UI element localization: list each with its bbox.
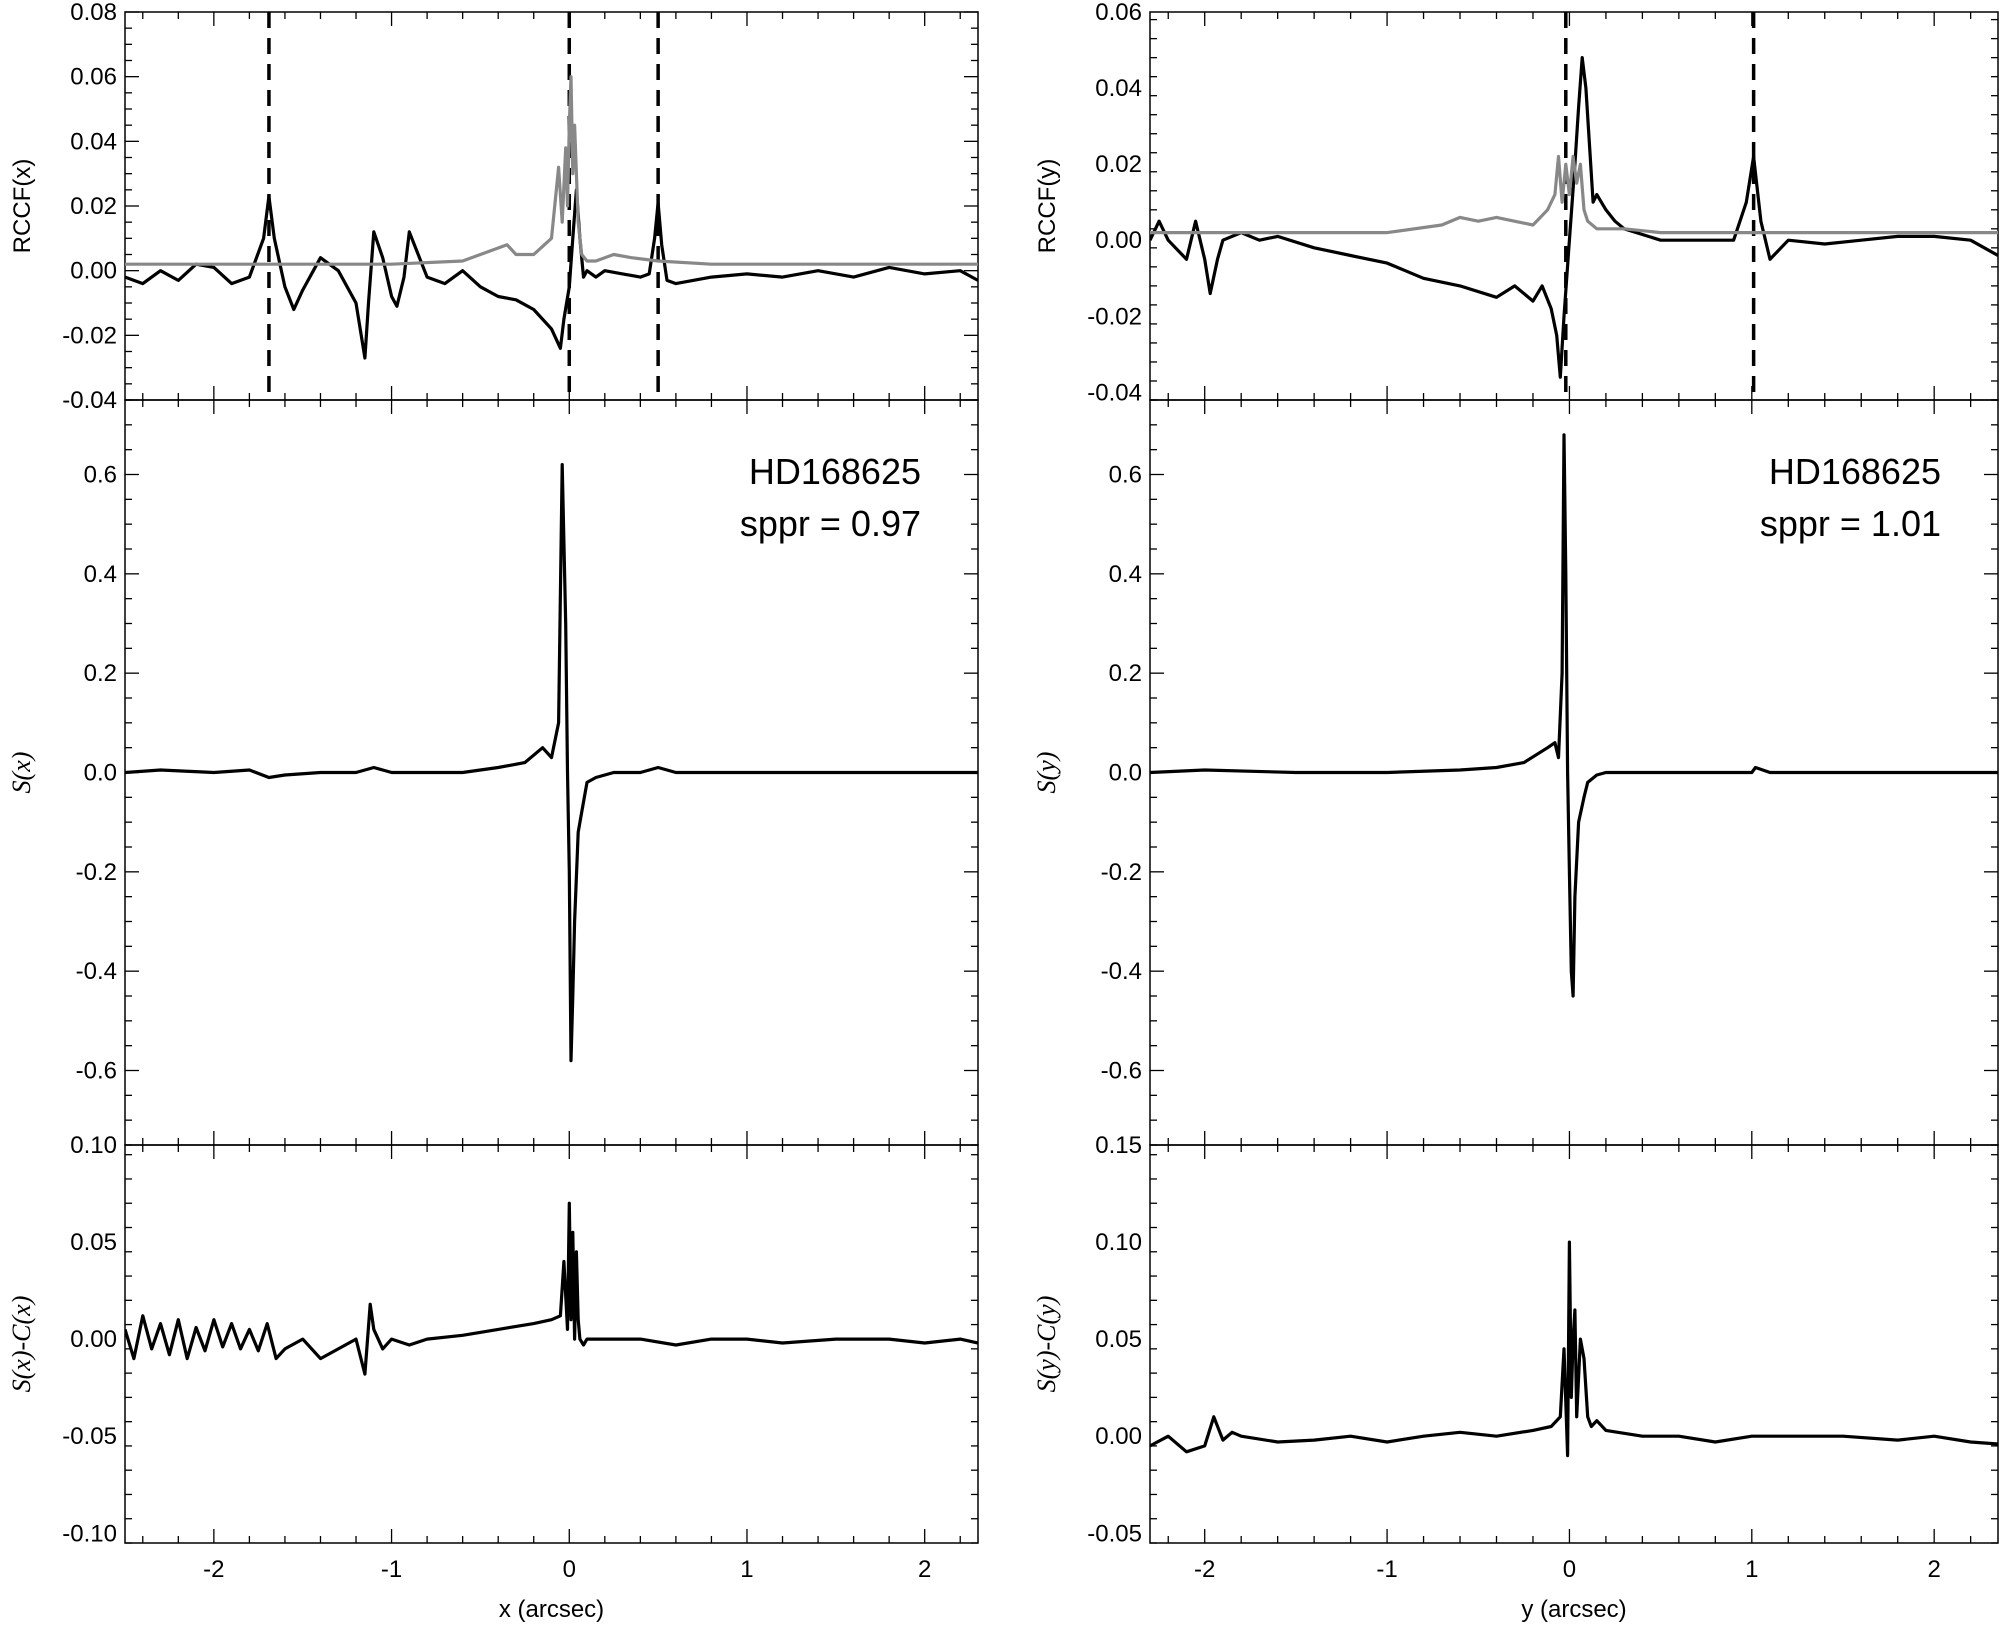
y-tick-label: -0.02 xyxy=(1087,303,1142,330)
y-tick-label: 0.02 xyxy=(1095,151,1142,178)
annotation-0: HD168625 xyxy=(1769,451,1941,492)
plot-frame xyxy=(124,1144,979,1544)
y-axis-label: S(y)-C(y) xyxy=(1032,1296,1061,1393)
series-line-0 xyxy=(125,1201,978,1376)
y-tick-label: -0.02 xyxy=(62,322,117,349)
y-tick-label: 0.05 xyxy=(70,1229,117,1256)
y-tick-label: 0.15 xyxy=(1095,1132,1142,1159)
x-tick-label: 2 xyxy=(1927,1556,1940,1583)
panel-middle-right: -0.6 -0.4 -0.2 0.0 0.2 0.4 0.6 S(y) HD168625 sppr… xyxy=(1032,399,1999,1146)
y-tick-label: 0.2 xyxy=(84,660,117,687)
y-tick-label: 0.4 xyxy=(84,561,117,588)
y-tick-label: -0.04 xyxy=(1087,379,1142,406)
panel-top-left: -0.04 -0.02 0.00 0.02 0.04 0.06 0.08 RCCF(x) xyxy=(9,0,979,414)
series-line-0 xyxy=(1150,433,1998,998)
x-tick-label: 1 xyxy=(740,1556,753,1583)
y-tick-label: -0.05 xyxy=(1087,1520,1142,1547)
y-tick-label: -0.10 xyxy=(62,1520,117,1547)
y-tick-label: 0.4 xyxy=(1109,561,1142,588)
series-line-1 xyxy=(125,75,978,266)
annotation-1: sppr = 0.97 xyxy=(740,503,921,544)
y-tick-label: -0.4 xyxy=(1101,958,1142,985)
y-tick-label: 0.6 xyxy=(84,462,117,489)
annotation-0: HD168625 xyxy=(749,451,921,492)
y-tick-label: 0.2 xyxy=(1109,660,1142,687)
series-line-0 xyxy=(125,463,978,1063)
y-tick-label: 0.0 xyxy=(1109,760,1142,787)
plot-frame xyxy=(124,11,979,401)
y-tick-label: 0.02 xyxy=(70,193,117,220)
y-tick-label: 0.06 xyxy=(70,64,117,91)
x-tick-label: -2 xyxy=(1194,1556,1215,1583)
y-tick-label: 0.04 xyxy=(1095,75,1142,102)
y-tick-label: 0.08 xyxy=(70,0,117,26)
x-tick-label: -2 xyxy=(203,1556,224,1583)
y-tick-label: 0.04 xyxy=(70,128,117,155)
y-tick-label: 0.00 xyxy=(70,258,117,285)
plot-frame xyxy=(1149,11,1999,401)
y-tick-label: 0.05 xyxy=(1095,1326,1142,1353)
y-tick-label: 0.06 xyxy=(1095,0,1142,26)
x-tick-label: -1 xyxy=(1376,1556,1397,1583)
plot-frame xyxy=(1149,1144,1999,1544)
panel-bottom-left: -0.10 -0.05 0.00 0.05 0.10 -2 -1 0 1 2 S(x)-C(x) x … xyxy=(7,1132,979,1623)
y-tick-label: -0.6 xyxy=(76,1058,117,1085)
x-axis-label: y (arcsec) xyxy=(1521,1596,1626,1623)
x-tick-label: 1 xyxy=(1745,1556,1758,1583)
series-line-0 xyxy=(125,188,978,360)
y-tick-label: -0.4 xyxy=(76,958,117,985)
y-tick-label: 0.00 xyxy=(70,1326,117,1353)
y-tick-label: -0.2 xyxy=(1101,859,1142,886)
y-tick-label: 0.00 xyxy=(1095,227,1142,254)
x-tick-label: -1 xyxy=(381,1556,402,1583)
x-tick-label: 0 xyxy=(563,1556,576,1583)
y-axis-label: RCCF(y) xyxy=(1034,159,1061,254)
series-line-0 xyxy=(1150,1240,1998,1458)
series-line-1 xyxy=(1150,154,1998,235)
y-tick-label: -0.05 xyxy=(62,1423,117,1450)
x-axis-label: x (arcsec) xyxy=(499,1596,604,1623)
y-axis-label: S(y) xyxy=(1032,752,1061,794)
y-tick-label: 0.10 xyxy=(1095,1229,1142,1256)
annotation-1: sppr = 1.01 xyxy=(1760,503,1941,544)
series-line-0 xyxy=(1150,55,1998,379)
x-tick-label: 0 xyxy=(1563,1556,1576,1583)
y-tick-label: 0.00 xyxy=(1095,1423,1142,1450)
y-tick-label: 0.10 xyxy=(70,1132,117,1159)
x-tick-label: 2 xyxy=(918,1556,931,1583)
y-axis-label: S(x)-C(x) xyxy=(7,1296,36,1393)
panel-middle-left: -0.6 -0.4 -0.2 0.0 0.2 0.4 0.6 S(x) HD168625 sppr… xyxy=(7,399,979,1146)
y-tick-label: -0.04 xyxy=(62,387,117,414)
panel-bottom-right: -0.05 0.00 0.05 0.10 0.15 -2 -1 0 1 2 S(y)-C(y) y (… xyxy=(1032,1132,1999,1623)
y-tick-label: 0.0 xyxy=(84,760,117,787)
y-tick-label: -0.2 xyxy=(76,859,117,886)
y-tick-label: -0.6 xyxy=(1101,1058,1142,1085)
y-axis-label: S(x) xyxy=(7,752,36,794)
y-tick-label: 0.6 xyxy=(1109,462,1142,489)
y-axis-label: RCCF(x) xyxy=(9,159,36,254)
panel-top-right: -0.04 -0.02 0.00 0.02 0.04 0.06 RCCF(y) xyxy=(1034,0,1999,406)
